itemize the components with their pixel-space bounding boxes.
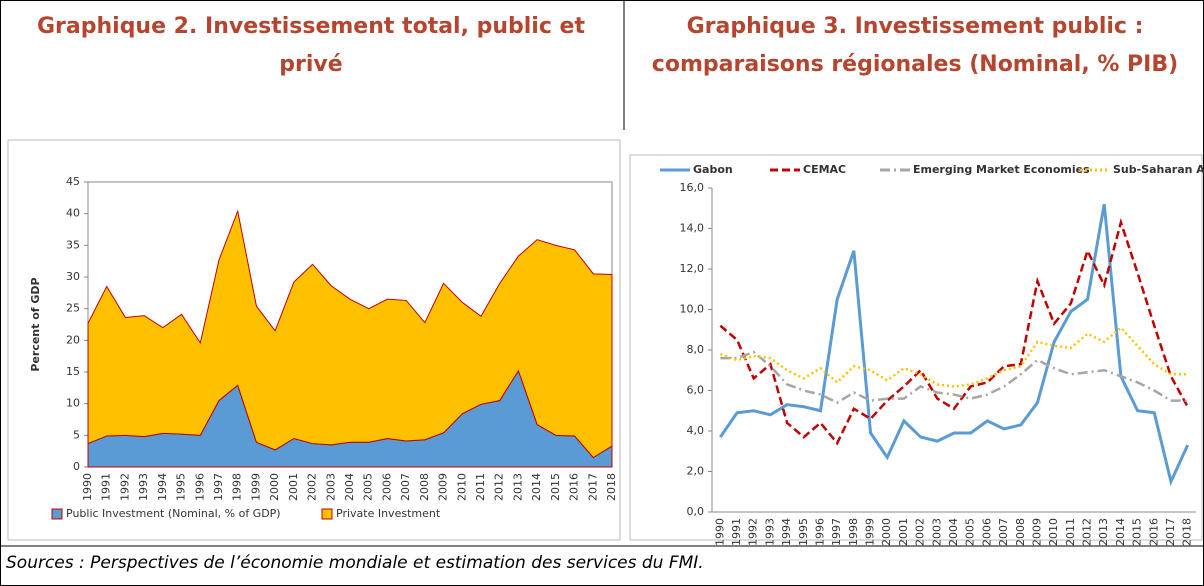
x-tick-label: 1993: [763, 518, 776, 546]
x-tick-label: 2016: [568, 473, 581, 501]
y-tick-label: 40: [66, 207, 80, 220]
x-tick-label: 1997: [212, 473, 225, 501]
x-tick-label: 1991: [100, 473, 113, 501]
x-tick-label: 2008: [418, 473, 431, 501]
legend-label: Public Investment (Nominal, % of GDP): [66, 507, 281, 520]
x-tick-label: 2000: [268, 473, 281, 501]
y-tick-label: 2,0: [687, 465, 705, 478]
y-tick-label: 8,0: [687, 343, 705, 356]
y-tick-label: 12,0: [680, 262, 705, 275]
x-tick-label: 2015: [549, 473, 562, 501]
x-tick-label: 2000: [880, 518, 893, 546]
x-tick-label: 2010: [1047, 518, 1060, 546]
x-tick-label: 2017: [1164, 518, 1177, 546]
x-tick-label: 1999: [249, 473, 262, 501]
x-tick-label: 2008: [1014, 518, 1027, 546]
x-tick-label: 1996: [813, 518, 826, 546]
x-tick-label: 1995: [797, 518, 810, 546]
x-tick-label: 2009: [437, 473, 450, 501]
y-axis-label: Percent of GDP: [29, 277, 42, 371]
y-tick-label: 35: [66, 238, 80, 251]
x-tick-label: 2003: [930, 518, 943, 546]
legend-swatch: [51, 508, 63, 520]
chart-title: Graphique 2. Investissement total, publi…: [36, 14, 585, 77]
x-tick-label: 2012: [493, 473, 506, 501]
y-tick-label: 25: [66, 302, 80, 315]
x-tick-label: 2003: [324, 473, 337, 501]
x-tick-label: 2002: [914, 518, 927, 546]
x-tick-label: 1994: [780, 518, 793, 546]
x-tick-label: 2013: [1097, 518, 1110, 546]
x-tick-label: 2018: [1181, 518, 1194, 546]
y-tick-label: 45: [66, 175, 80, 188]
y-tick-label: 30: [66, 270, 80, 283]
y-tick-label: 10,0: [680, 303, 705, 316]
y-tick-label: 6,0: [687, 384, 705, 397]
x-tick-label: 1996: [193, 473, 206, 501]
x-tick-label: 1998: [847, 518, 860, 546]
y-tick-label: 15: [66, 365, 80, 378]
legend-label: Emerging Market Economies: [913, 163, 1090, 176]
x-tick-label: 2015: [1131, 518, 1144, 546]
x-tick-label: 2017: [586, 473, 599, 501]
x-tick-label: 2004: [343, 473, 356, 501]
legend-swatch: [321, 508, 333, 520]
line: [719, 203, 1190, 487]
x-tick-label: 1999: [864, 518, 877, 546]
x-tick-label: 2013: [511, 473, 524, 501]
x-tick-label: 1992: [118, 473, 131, 501]
y-tick-label: 5: [73, 428, 80, 441]
legend-label: Private Investment: [336, 507, 441, 520]
x-tick-label: 1995: [175, 473, 188, 501]
x-tick-label: 1992: [747, 518, 760, 546]
line: [719, 218, 1189, 446]
x-tick-label: 2004: [947, 518, 960, 546]
x-tick-label: 2018: [605, 473, 618, 501]
legend-label: Gabon: [693, 163, 733, 176]
x-tick-label: 2006: [980, 518, 993, 546]
x-tick-label: 2007: [997, 518, 1010, 546]
x-tick-label: 2016: [1147, 518, 1160, 546]
chart-title: Graphique 3. Investissement public : com…: [651, 14, 1179, 77]
y-tick-label: 14,0: [680, 222, 705, 235]
x-tick-label: 2012: [1081, 518, 1094, 546]
x-tick-label: 1990: [81, 473, 94, 501]
x-tick-label: 1991: [730, 518, 743, 546]
sources: Sources : Perspectives de l’économie mon…: [6, 553, 704, 573]
legend-label: CEMAC: [803, 163, 846, 176]
y-tick-label: 20: [66, 333, 80, 346]
legend-label: Sub-Saharan Africa: [1113, 163, 1204, 176]
x-tick-label: 2014: [1114, 518, 1127, 546]
y-tick-label: 16,0: [680, 181, 705, 194]
x-tick-label: 1998: [231, 473, 244, 501]
x-tick-label: 2006: [380, 473, 393, 501]
x-tick-label: 1993: [137, 473, 150, 501]
chart-frame: [7, 139, 621, 541]
x-tick-label: 1997: [830, 518, 843, 546]
area: [87, 209, 613, 459]
x-tick-label: 1990: [713, 518, 726, 546]
x-tick-label: 2011: [1064, 518, 1077, 546]
y-tick-label: 0: [73, 460, 80, 473]
x-tick-label: 2010: [455, 473, 468, 501]
line: [720, 350, 1188, 405]
x-tick-label: 2001: [287, 473, 300, 501]
y-tick-label: 10: [66, 397, 80, 410]
y-tick-label: 4,0: [687, 424, 705, 437]
x-tick-label: 2014: [530, 473, 543, 501]
x-tick-label: 2009: [1030, 518, 1043, 546]
x-tick-label: 2002: [306, 473, 319, 501]
x-tick-label: 2001: [897, 518, 910, 546]
x-tick-label: 1994: [156, 473, 169, 501]
x-tick-label: 2007: [399, 473, 412, 501]
y-tick-label: 0,0: [687, 505, 705, 518]
x-tick-label: 2011: [474, 473, 487, 501]
x-tick-label: 2005: [964, 518, 977, 546]
chart-frame: [629, 154, 1203, 541]
x-tick-label: 2005: [362, 473, 375, 501]
